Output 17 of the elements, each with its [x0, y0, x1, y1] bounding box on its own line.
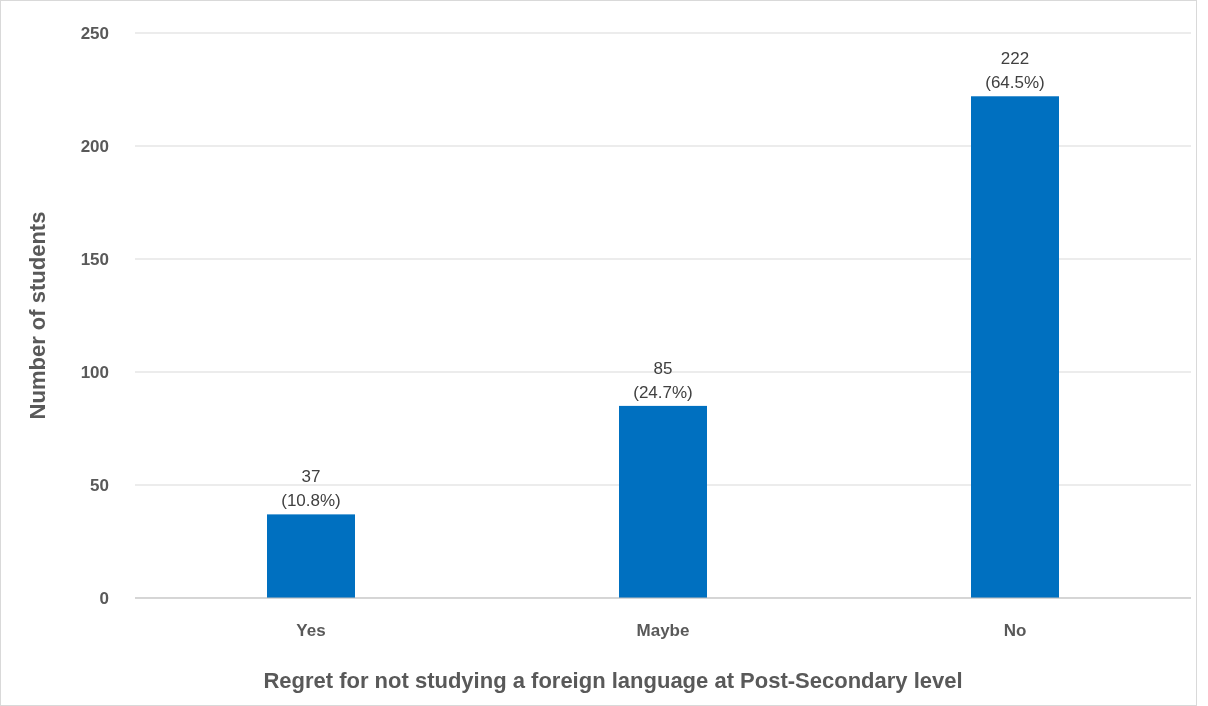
y-tick-label: 250 — [80, 23, 109, 43]
y-tick-label: 100 — [80, 362, 109, 382]
y-tick-label: 50 — [90, 475, 109, 495]
x-tick-label: Yes — [296, 621, 326, 640]
bar — [267, 514, 355, 598]
bar — [971, 96, 1059, 598]
y-tick-label: 150 — [80, 249, 109, 269]
y-axis-title: Number of students — [25, 211, 50, 420]
x-axis-title: Regret for not studying a foreign language at Post-Secondary level — [263, 668, 963, 693]
x-tick-label: No — [1003, 621, 1027, 640]
y-tick-label: 200 — [80, 136, 109, 156]
data-label: 37 (10.8%) — [281, 467, 341, 511]
bar — [619, 405, 707, 598]
data-label: 85 (24.7%) — [633, 358, 693, 402]
data-label: 222 (64.5%) — [985, 49, 1045, 93]
x-tick-label: Maybe — [636, 621, 690, 640]
y-tick-label: 0 — [99, 588, 109, 608]
